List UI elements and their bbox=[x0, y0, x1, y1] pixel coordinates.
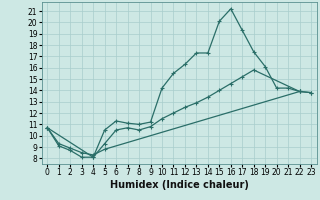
X-axis label: Humidex (Indice chaleur): Humidex (Indice chaleur) bbox=[110, 180, 249, 190]
